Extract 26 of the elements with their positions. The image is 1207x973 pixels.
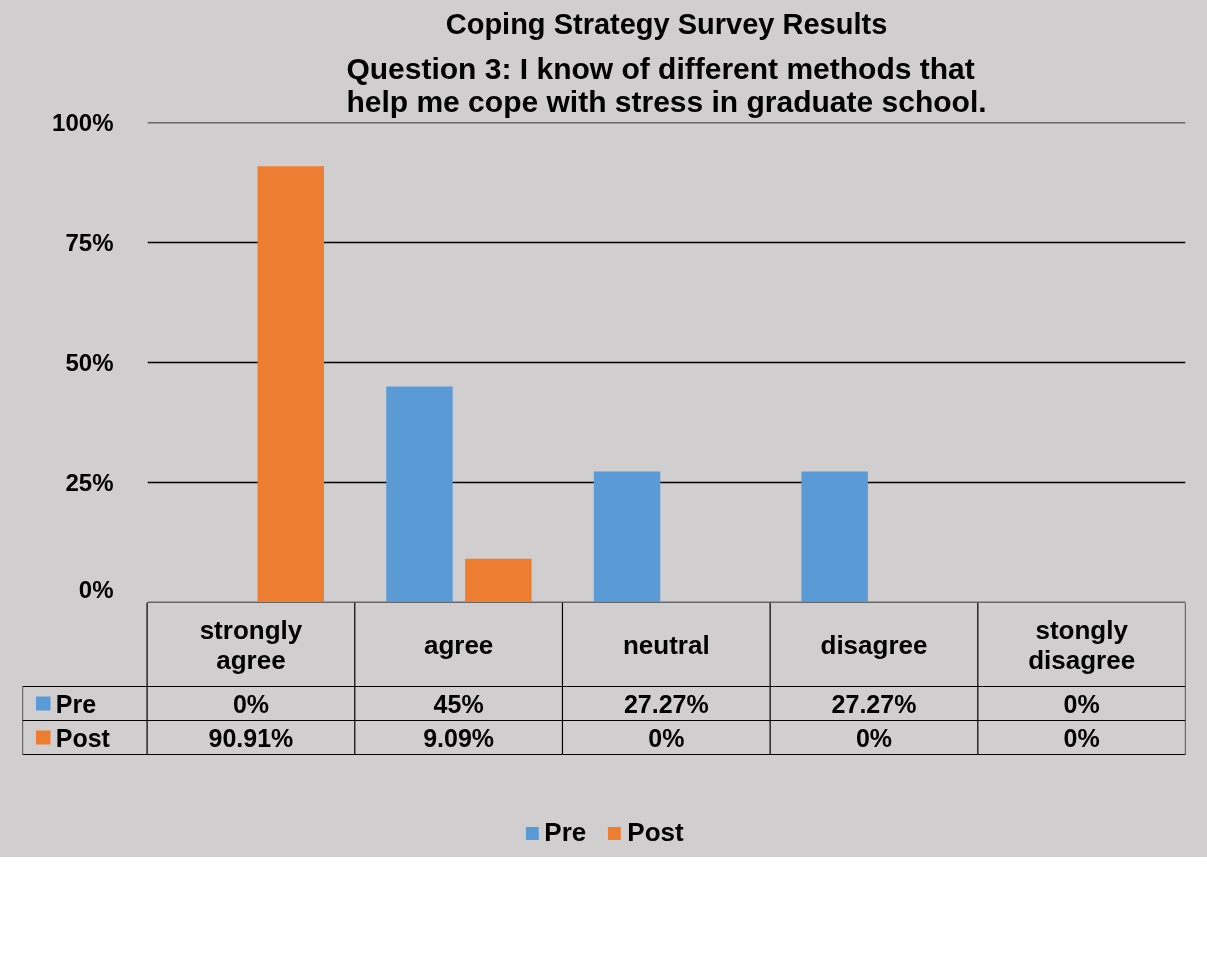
y-tick-label: 0% xyxy=(78,575,114,603)
data-label: 0% xyxy=(648,723,685,752)
text: Pre xyxy=(55,689,97,718)
y-tick-label: 100% xyxy=(52,109,114,136)
data-label: 0% xyxy=(855,723,893,752)
y-tick-label: 50% xyxy=(65,349,114,376)
data-label: 9.09% xyxy=(423,723,495,752)
x-tick-label: strongly agree xyxy=(199,614,303,675)
legend-label: Pre xyxy=(544,817,587,848)
data-label: 0% xyxy=(232,689,270,718)
y-tick-label: 25% xyxy=(65,469,114,496)
legend-label: Post xyxy=(55,723,111,752)
chart-subtitle: Question 3: I know of different methods that help me cope with stress in graduate school. xyxy=(346,51,987,118)
x-tick-label: agree xyxy=(423,629,494,660)
y-tick-label: 75% xyxy=(65,229,114,256)
x-tick-label: disagree xyxy=(820,629,928,660)
x-tick-label: stongly disagree xyxy=(1028,614,1136,675)
data-label: 45% xyxy=(433,689,484,718)
text: Post xyxy=(627,817,684,847)
data-label: 0% xyxy=(1063,723,1100,752)
x-tick-label: neutral xyxy=(622,629,710,660)
data-label: 0% xyxy=(1063,689,1100,718)
data-label: 27.27% xyxy=(623,689,709,718)
data-label: 90.91% xyxy=(208,723,294,752)
data-label: 27.27% xyxy=(831,689,917,718)
chart-title: Coping Strategy Survey Results xyxy=(445,7,888,40)
